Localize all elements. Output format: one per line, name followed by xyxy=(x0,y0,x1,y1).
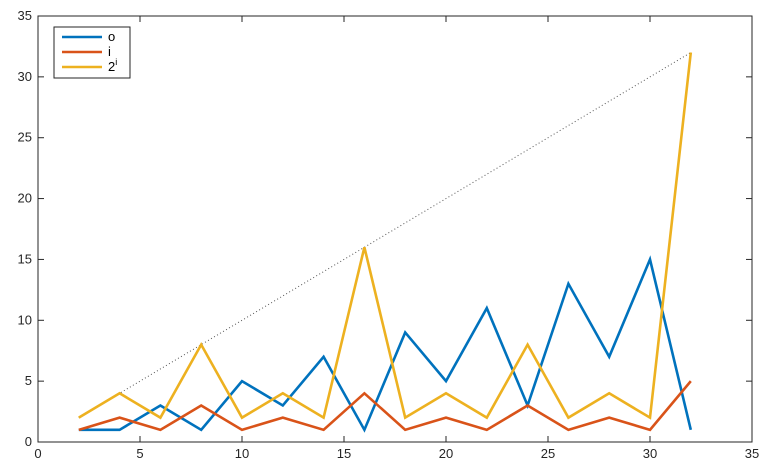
x-tick-label: 5 xyxy=(136,446,143,461)
series-line-3 xyxy=(78,52,693,420)
legend-label-text: 2 xyxy=(108,59,115,74)
y-tick-label: 0 xyxy=(25,434,32,449)
x-tick-label: 0 xyxy=(34,446,41,461)
x-tick-label: 35 xyxy=(745,446,759,461)
y-tick-label: 30 xyxy=(18,69,32,84)
y-tick-label: 35 xyxy=(18,8,32,23)
y-tick-label: 15 xyxy=(18,251,32,266)
legend-label-1: o xyxy=(108,29,115,44)
x-tick-label: 10 xyxy=(235,446,249,461)
x-tick-label: 15 xyxy=(337,446,351,461)
legend-label-superscript: i xyxy=(115,57,117,67)
x-tick-label: 30 xyxy=(643,446,657,461)
legend-label-text: o xyxy=(108,29,115,44)
series-line-2 xyxy=(78,380,692,432)
y-tick-label: 20 xyxy=(18,191,32,206)
series-layer xyxy=(78,52,693,433)
y-tick-label: 5 xyxy=(25,373,32,388)
x-tick-label: 25 xyxy=(541,446,555,461)
legend-label-3: 2i xyxy=(108,57,117,74)
legend-label-text: i xyxy=(108,44,111,59)
y-tick-label: 25 xyxy=(18,130,32,145)
x-tick-label: 20 xyxy=(439,446,453,461)
legend-label-2: i xyxy=(108,44,111,59)
y-tick-label: 10 xyxy=(18,312,32,327)
